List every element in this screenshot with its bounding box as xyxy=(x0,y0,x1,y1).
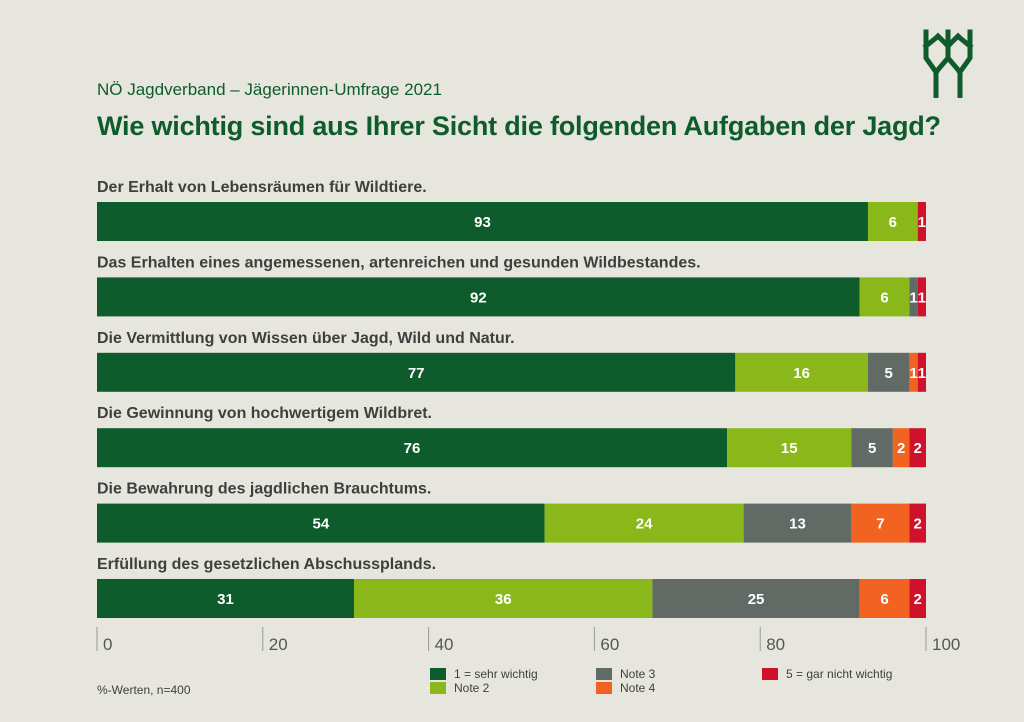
legend-label: Note 3 xyxy=(620,667,656,681)
bar-segment xyxy=(917,277,926,317)
bar-segment xyxy=(892,428,910,468)
data-label: 1 xyxy=(909,289,917,306)
bar-segment xyxy=(917,202,926,241)
data-label: 54 xyxy=(312,516,329,533)
bar-segment xyxy=(652,579,860,618)
category-label: Erfüllung des gesetzlichen Abschusspland… xyxy=(97,556,436,573)
data-label: 5 xyxy=(868,440,876,457)
bar-segment xyxy=(909,277,918,317)
bar-segment xyxy=(867,202,918,241)
data-label: 6 xyxy=(880,591,888,608)
data-label: 93 xyxy=(474,214,491,231)
data-label: 15 xyxy=(781,440,798,457)
category-label: Die Gewinnung von hochwertigem Wildbret. xyxy=(97,405,432,422)
legend-swatch xyxy=(762,668,778,680)
data-label: 2 xyxy=(914,591,922,608)
x-tick-label: 60 xyxy=(600,635,619,654)
bar-segment xyxy=(851,503,910,543)
legend-item: Note 3 xyxy=(596,667,655,681)
deer-antler-logo-icon xyxy=(922,29,974,98)
legend-label: Note 4 xyxy=(620,681,656,695)
bar-segment xyxy=(97,428,728,468)
chart-title: Wie wichtig sind aus Ihrer Sicht die fol… xyxy=(97,111,941,141)
legend-item: 1 = sehr wichtig xyxy=(430,667,538,681)
data-label: 2 xyxy=(897,440,905,457)
data-label: 2 xyxy=(914,440,922,457)
bar-segment xyxy=(743,503,852,543)
x-tick-label: 100 xyxy=(932,635,960,654)
bar-segment xyxy=(909,352,918,392)
bar-segment xyxy=(544,503,744,543)
chart-subtitle: NÖ Jagdverband – Jägerinnen-Umfrage 2021 xyxy=(97,80,442,99)
legend-item: Note 2 xyxy=(430,681,489,695)
data-label: 1 xyxy=(918,214,926,231)
data-label: 1 xyxy=(918,365,926,382)
data-label: 6 xyxy=(880,289,888,306)
bar-segment xyxy=(909,503,926,543)
bar-segment xyxy=(917,352,926,392)
bar-segment xyxy=(735,352,868,392)
data-label: 5 xyxy=(885,365,893,382)
bar-segment xyxy=(353,579,653,618)
bar-segment xyxy=(97,202,868,241)
bar-segment xyxy=(867,352,910,392)
data-label: 77 xyxy=(408,365,425,382)
bar-segment xyxy=(859,579,910,618)
x-tick-label: 20 xyxy=(269,635,288,654)
legend-swatch xyxy=(596,682,612,694)
category-label: Die Bewahrung des jagdlichen Brauchtums. xyxy=(97,481,431,498)
data-label: 92 xyxy=(470,289,487,306)
data-label: 1 xyxy=(909,365,917,382)
data-label: 24 xyxy=(636,516,653,533)
bar-segment xyxy=(97,277,860,317)
bar-segment xyxy=(909,428,926,468)
legend-item: Note 4 xyxy=(596,681,655,695)
legend-label: 1 = sehr wichtig xyxy=(454,667,538,681)
x-tick-label: 40 xyxy=(435,635,454,654)
bar-segment xyxy=(727,428,852,468)
category-label: Der Erhalt von Lebensräumen für Wildtier… xyxy=(97,179,427,196)
legend-label: Note 2 xyxy=(454,681,490,695)
footnote: %-Werten, n=400 xyxy=(97,683,191,697)
data-label: 76 xyxy=(404,440,421,457)
bar-segment xyxy=(909,579,926,618)
bar-segment xyxy=(97,352,736,392)
legend-swatch xyxy=(430,668,446,680)
data-label: 16 xyxy=(793,365,810,382)
legend-swatch xyxy=(596,668,612,680)
data-label: 31 xyxy=(217,591,234,608)
x-tick-label: 80 xyxy=(766,635,785,654)
chart-legend: 1 = sehr wichtig Note 2 Note 3 Note 4 5 = ga… xyxy=(430,667,950,697)
data-label: 1 xyxy=(918,289,926,306)
x-tick-label: 0 xyxy=(103,635,112,654)
bar-segment xyxy=(97,579,354,618)
legend-item: 5 = gar nicht wichtig xyxy=(762,667,892,681)
data-label: 25 xyxy=(748,591,765,608)
legend-swatch xyxy=(430,682,446,694)
legend-label: 5 = gar nicht wichtig xyxy=(786,667,893,681)
category-label: Die Vermittlung von Wissen über Jagd, Wi… xyxy=(97,330,515,347)
data-label: 6 xyxy=(889,214,897,231)
data-label: 36 xyxy=(495,591,512,608)
data-label: 13 xyxy=(789,516,806,533)
data-label: 7 xyxy=(876,516,884,533)
category-label: Das Erhalten eines angemessenen, artenre… xyxy=(97,254,701,271)
bar-segment xyxy=(851,428,893,468)
bar-segment xyxy=(859,277,910,317)
data-label: 2 xyxy=(914,516,922,533)
bar-segment xyxy=(97,503,545,543)
